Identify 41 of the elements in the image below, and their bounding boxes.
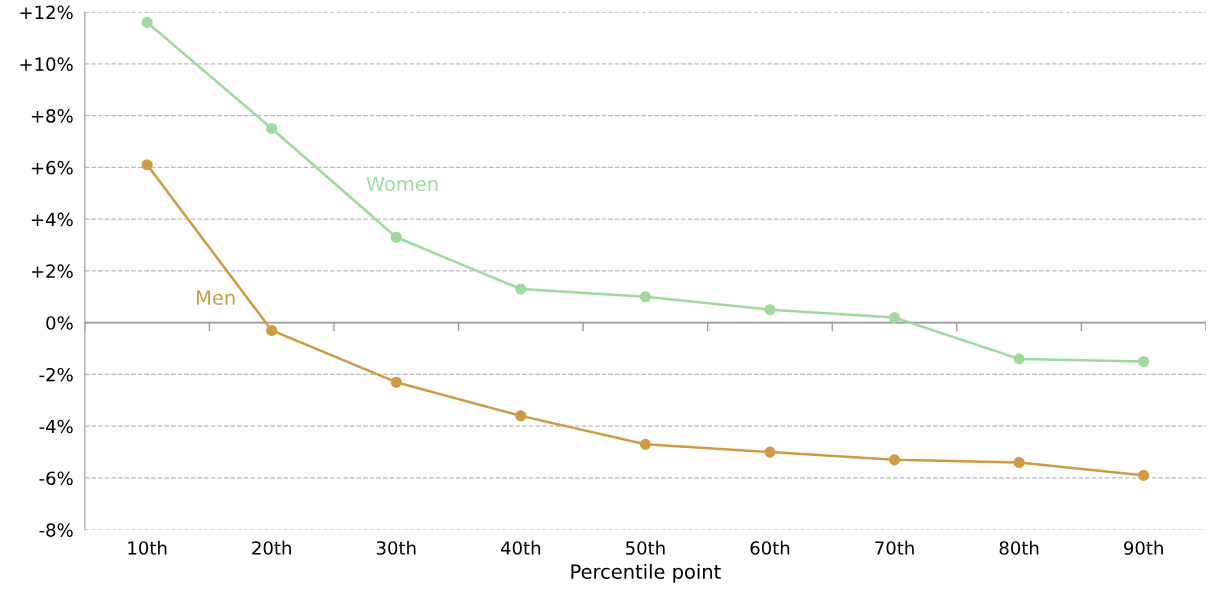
point <box>639 291 651 303</box>
y-tick-label: +2% <box>31 264 73 279</box>
point <box>764 446 776 458</box>
point <box>1138 469 1150 481</box>
point <box>141 159 153 171</box>
point <box>888 454 901 466</box>
x-tick-label: 50th <box>626 540 665 555</box>
y-tick-label: +8% <box>31 109 73 123</box>
x-tick-label: 80th <box>999 540 1039 555</box>
y-tick-label: -2% <box>39 367 73 382</box>
x-axis-title: Percentile point <box>571 563 721 583</box>
point <box>1013 353 1025 365</box>
x-tick-label: 30th <box>376 540 416 555</box>
point <box>1138 355 1150 368</box>
y-tick-label: +10% <box>20 57 73 71</box>
point <box>639 438 651 450</box>
x-tick-label: 60th <box>750 540 790 555</box>
y-tick-label: 0% <box>46 316 73 330</box>
series-label: Women <box>366 176 438 192</box>
x-tick-label: 10th <box>128 540 167 555</box>
point <box>141 16 153 28</box>
y-tick-label: -8% <box>39 523 73 537</box>
x-tick-label: 20th <box>252 540 291 555</box>
point <box>515 283 527 295</box>
point <box>515 410 527 422</box>
y-tick-label: +12% <box>20 5 73 20</box>
y-tick-label: +4% <box>31 212 73 227</box>
point <box>888 311 901 324</box>
y-tick-label: -4% <box>39 419 73 434</box>
y-tick-label: +6% <box>31 160 73 175</box>
point <box>764 304 776 316</box>
point <box>390 376 402 388</box>
point <box>266 324 278 336</box>
x-tick-label: 40th <box>500 540 541 555</box>
point <box>390 231 402 243</box>
point <box>1013 456 1025 469</box>
point <box>266 122 278 135</box>
x-tick-label: 70th <box>875 540 914 555</box>
series-label: Men <box>197 290 235 306</box>
y-tick-label: -6% <box>39 471 73 486</box>
x-tick-label: 90th <box>1124 540 1163 555</box>
